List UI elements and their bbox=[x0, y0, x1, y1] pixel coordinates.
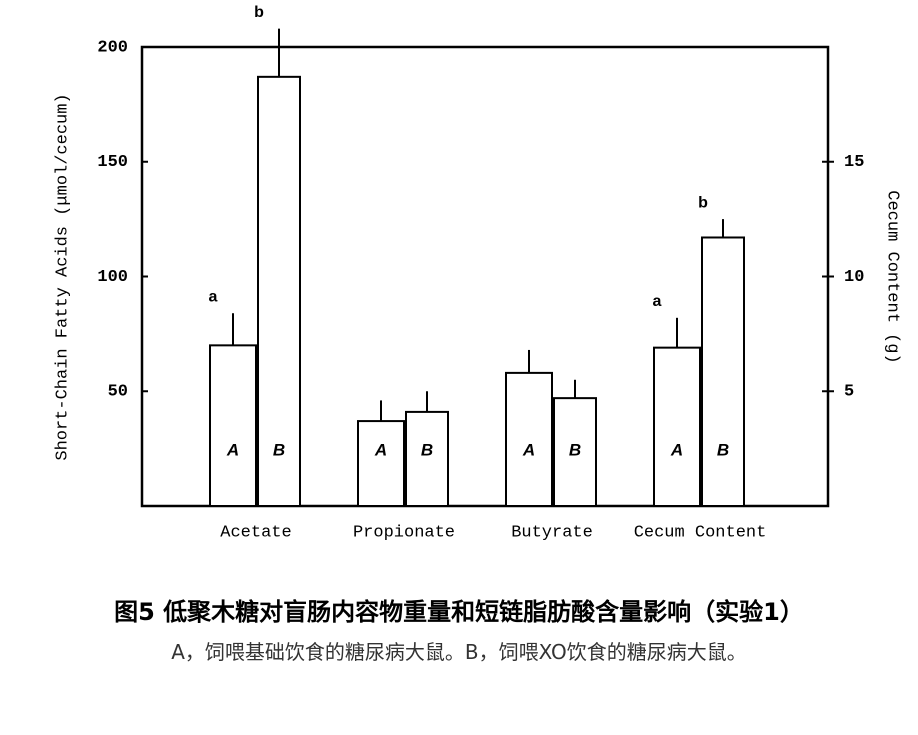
bar-letter: B bbox=[569, 440, 581, 459]
bar-letter: B bbox=[717, 440, 729, 459]
significance-label: a bbox=[653, 293, 662, 310]
x-tick-label: Cecum Content bbox=[634, 523, 767, 542]
chart: Short-Chain Fatty Acids (μmol/cecum) Cec… bbox=[53, 4, 902, 543]
bar-letter: A bbox=[226, 440, 239, 459]
bar-letter: A bbox=[670, 440, 683, 459]
bar-letter: B bbox=[273, 440, 285, 459]
significance-label: b bbox=[698, 194, 708, 211]
significance-label: a bbox=[209, 288, 218, 305]
y2-tick-label: 10 bbox=[844, 268, 864, 287]
bar bbox=[257, 75, 301, 508]
bar bbox=[209, 344, 257, 507]
y-axis-label: Short-Chain Fatty Acids (μmol/cecum) bbox=[53, 93, 72, 460]
y-tick-label: 100 bbox=[97, 268, 128, 287]
x-tick-label: Butyrate bbox=[511, 523, 593, 542]
bar bbox=[357, 420, 405, 507]
bar-letter: A bbox=[374, 440, 387, 459]
bar bbox=[405, 410, 449, 507]
y-tick-label: 150 bbox=[97, 153, 128, 172]
caption-subtitle: A，饲喂基础饮食的糖尿病大鼠。B，饲喂XO饮食的糖尿病大鼠。 bbox=[171, 640, 747, 664]
bar-letter: B bbox=[421, 440, 433, 459]
bar bbox=[701, 236, 745, 508]
x-tick-label: Acetate bbox=[220, 523, 291, 542]
caption-title: 图5 低聚木糖对盲肠内容物重量和短链脂肪酸含量影响（实验1） bbox=[114, 598, 804, 626]
y2-axis-label: Cecum Content (g) bbox=[883, 190, 902, 363]
y-tick-label: 50 bbox=[108, 383, 128, 402]
bar bbox=[653, 346, 701, 507]
bar bbox=[505, 371, 553, 508]
bar-letter: A bbox=[522, 440, 535, 459]
y-tick-label: 200 bbox=[97, 38, 128, 57]
bar bbox=[553, 397, 597, 508]
y2-tick-label: 15 bbox=[844, 153, 864, 172]
y2-tick-label: 5 bbox=[844, 383, 854, 402]
significance-label: b bbox=[254, 4, 264, 21]
x-tick-label: Propionate bbox=[353, 523, 455, 542]
